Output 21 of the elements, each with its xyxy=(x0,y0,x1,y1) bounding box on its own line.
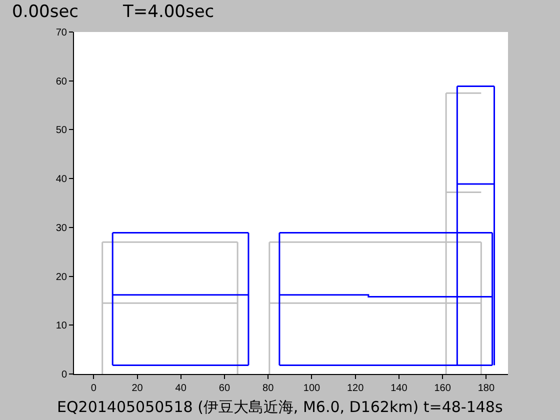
text: 0.00sec xyxy=(12,2,79,22)
x-tick-label: 80 xyxy=(262,383,274,394)
x-tick-label: 20 xyxy=(132,383,144,394)
y-tick-label: 40 xyxy=(56,174,68,186)
x-tick-label: 120 xyxy=(346,383,364,394)
x-tick-label: 140 xyxy=(390,383,408,394)
text: EQ201405050518 (伊豆大島近海, M6.0, D162km) t=48-148s xyxy=(57,398,503,416)
y-tick-label: 50 xyxy=(56,125,68,136)
y-tick-label: 30 xyxy=(56,222,68,234)
x-tick-label: 180 xyxy=(478,383,495,394)
x-tick-label: 160 xyxy=(434,383,452,394)
x-tick-label: 100 xyxy=(303,383,320,394)
x-tick-label: 40 xyxy=(175,383,187,394)
y-tick-label: 10 xyxy=(56,320,68,332)
y-tick-label: 0 xyxy=(61,370,68,380)
x-tick-label: 0 xyxy=(90,383,97,394)
y-tick-label: 20 xyxy=(56,272,68,283)
text: T=4.00sec xyxy=(122,2,214,22)
y-tick-label: 70 xyxy=(56,28,68,38)
y-tick-label: 60 xyxy=(56,76,68,88)
x-tick-label: 60 xyxy=(218,383,230,394)
